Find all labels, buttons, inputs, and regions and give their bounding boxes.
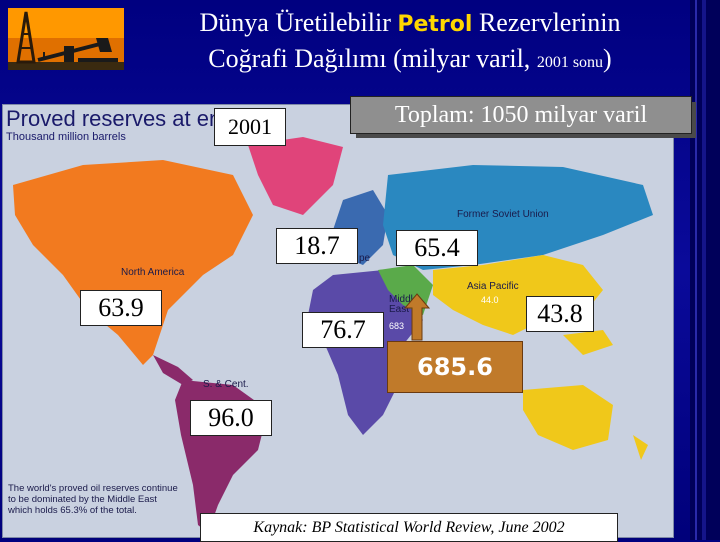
arrow-up-icon [403, 293, 431, 341]
label-north-america: North America [121, 267, 185, 278]
title-text-2: Rezervlerinin [472, 8, 621, 37]
slide-subtitle: Coğrafi Dağılımı (milyar varil, 2001 son… [120, 42, 700, 80]
slide-title: Dünya Üretilebilir Petrol Rezervlerinin [120, 6, 700, 42]
map-footnote: The world's proved oil reserves continue… [8, 483, 178, 516]
map-header-subtitle: Thousand million barrels [6, 131, 126, 143]
value-north-america: 63.9 [80, 290, 162, 326]
label-asia-pacific-value: 44.0 [481, 295, 499, 305]
label-middle-east-value: 683 [389, 321, 405, 331]
title-highlight: Petrol [397, 12, 473, 37]
label-middle-east: Middle East [389, 294, 419, 315]
map-header: Proved reserves at end Thousand million … [6, 106, 234, 144]
value-europe: 18.7 [276, 228, 358, 264]
value-middle-east: 685.6 [387, 341, 523, 393]
label-asia-pacific: Asia Pacific [467, 281, 519, 292]
value-asia-pacific: 43.8 [526, 296, 594, 332]
title-text-1: Dünya Üretilebilir [199, 8, 398, 37]
oil-derrick-logo [8, 8, 124, 70]
decorative-right-bar [690, 0, 720, 540]
source-note: Kaynak: BP Statistical World Review, Jun… [200, 513, 618, 542]
label-south-central-america: S. & Cent. [203, 379, 249, 390]
map-header-title: Proved reserves at end [6, 106, 234, 131]
year-box: 2001 [214, 108, 286, 146]
total-box: Toplam: 1050 milyar varil [350, 96, 692, 134]
value-africa: 76.7 [302, 312, 384, 348]
subtitle-text-1: Coğrafi Dağılımı (milyar varil, [208, 44, 537, 73]
label-former-soviet-union: Former Soviet Union [457, 209, 549, 220]
label-europe: pe [359, 253, 371, 264]
subtitle-small: 2001 sonu [536, 54, 604, 71]
value-south-central-america: 96.0 [190, 400, 272, 436]
value-former-soviet-union: 65.4 [396, 230, 478, 266]
subtitle-text-2: ) [603, 44, 612, 73]
